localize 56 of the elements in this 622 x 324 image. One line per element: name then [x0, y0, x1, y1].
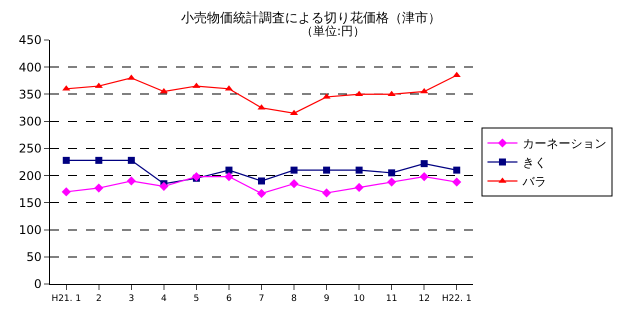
point: [323, 166, 330, 174]
point: [387, 178, 396, 187]
legend-label: きく: [522, 156, 546, 170]
y-tick-label: 50: [26, 250, 42, 264]
point: [128, 156, 135, 164]
point: [192, 172, 201, 182]
point: [95, 156, 102, 164]
point: [322, 93, 331, 99]
point: [159, 182, 168, 191]
y-tick-label: 300: [18, 114, 42, 129]
y-tick-label: 400: [18, 60, 42, 74]
point: [356, 166, 363, 174]
point: [290, 166, 298, 174]
y-tick-label: 450: [18, 33, 42, 48]
x-tick-label: 12: [418, 294, 430, 304]
x-tick-label: 6: [226, 294, 232, 304]
y-tick-label: 150: [18, 196, 42, 210]
x-tick-label: 9: [324, 294, 330, 304]
legend-label: バラ: [521, 174, 546, 189]
point: [420, 172, 429, 182]
point: [126, 176, 136, 186]
x-tick-label: 5: [194, 294, 200, 304]
legend-label: カーネーション: [522, 136, 606, 151]
y-tick-label: 350: [18, 87, 42, 102]
point: [62, 85, 70, 91]
point: [224, 172, 234, 182]
point: [224, 85, 233, 91]
point: [127, 74, 136, 80]
text: （単位:円）: [301, 24, 366, 38]
point: [225, 166, 232, 174]
point: [256, 188, 266, 198]
point: [354, 182, 364, 192]
point: [62, 187, 71, 196]
x-tick-label: 2: [96, 294, 102, 304]
y-tick-label: 100: [18, 222, 42, 237]
point: [453, 166, 460, 174]
chart-title: 小売物価統計調査による切り花価格（津市）: [181, 11, 441, 26]
x-tick-label: 4: [161, 294, 168, 304]
point: [62, 156, 70, 164]
y-tick-label: 0: [34, 277, 42, 292]
y-tick-label: 200: [18, 168, 42, 183]
x-tick-label: H22. 1: [442, 294, 472, 304]
point: [420, 160, 428, 168]
x-tick-label: 10: [353, 294, 366, 304]
x-tick-label: H21. 1: [51, 294, 82, 304]
point: [452, 178, 462, 187]
point: [388, 169, 396, 176]
x-tick-label: 8: [291, 294, 298, 304]
x-tick-label: 7: [258, 294, 264, 304]
point: [94, 183, 104, 193]
y-tick-label: 250: [18, 142, 42, 156]
point: [289, 179, 299, 188]
x-tick-label: 3: [128, 294, 134, 304]
point: [322, 188, 332, 198]
x-tick-label: 11: [386, 294, 398, 304]
point: [258, 177, 265, 184]
